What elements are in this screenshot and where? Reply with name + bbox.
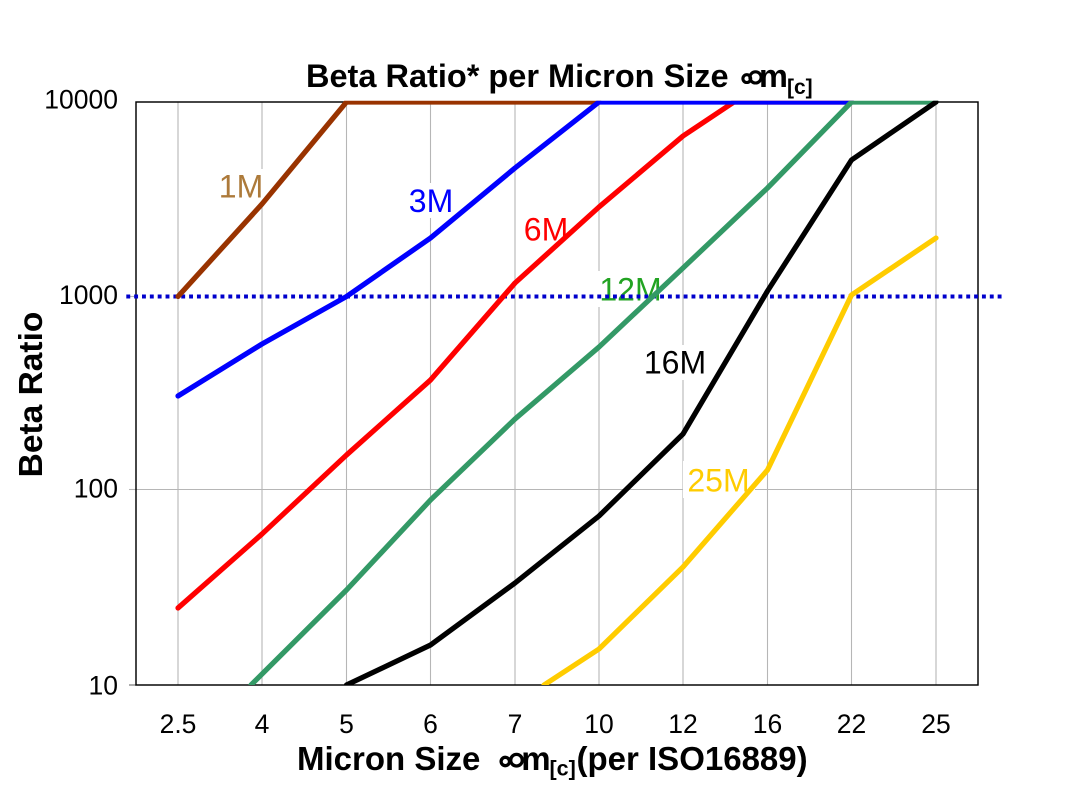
svg-text:16: 16 [753, 709, 782, 739]
svg-text:m: m [521, 740, 550, 777]
svg-text:Beta Ratio* per Micron Size: Beta Ratio* per Micron Size [306, 58, 729, 94]
svg-text:10: 10 [89, 671, 118, 701]
svg-text:[c]: [c] [550, 757, 576, 781]
svg-text:(per ISO16889): (per ISO16889) [577, 740, 808, 777]
svg-text:25M: 25M [687, 463, 749, 499]
svg-text:3M: 3M [409, 183, 453, 219]
svg-text:[c]: [c] [787, 76, 813, 99]
svg-text:1000: 1000 [59, 280, 118, 310]
svg-text:10000: 10000 [44, 85, 118, 115]
svg-text:7: 7 [508, 709, 523, 739]
svg-text:Beta Ratio: Beta Ratio [13, 312, 50, 478]
svg-text:12M: 12M [599, 272, 661, 308]
svg-text:Micron Size: Micron Size [297, 740, 480, 777]
svg-text:2.5: 2.5 [160, 709, 197, 739]
svg-text:5: 5 [339, 709, 354, 739]
svg-text:100: 100 [74, 474, 118, 504]
svg-text:10: 10 [584, 709, 613, 739]
svg-text:m: m [759, 58, 788, 94]
svg-text:22: 22 [837, 709, 866, 739]
svg-text:6: 6 [423, 709, 438, 739]
svg-text:1M: 1M [219, 169, 263, 205]
svg-text:4: 4 [255, 709, 270, 739]
svg-text:16M: 16M [644, 345, 706, 381]
svg-text:12: 12 [668, 709, 697, 739]
svg-text:25: 25 [921, 709, 950, 739]
